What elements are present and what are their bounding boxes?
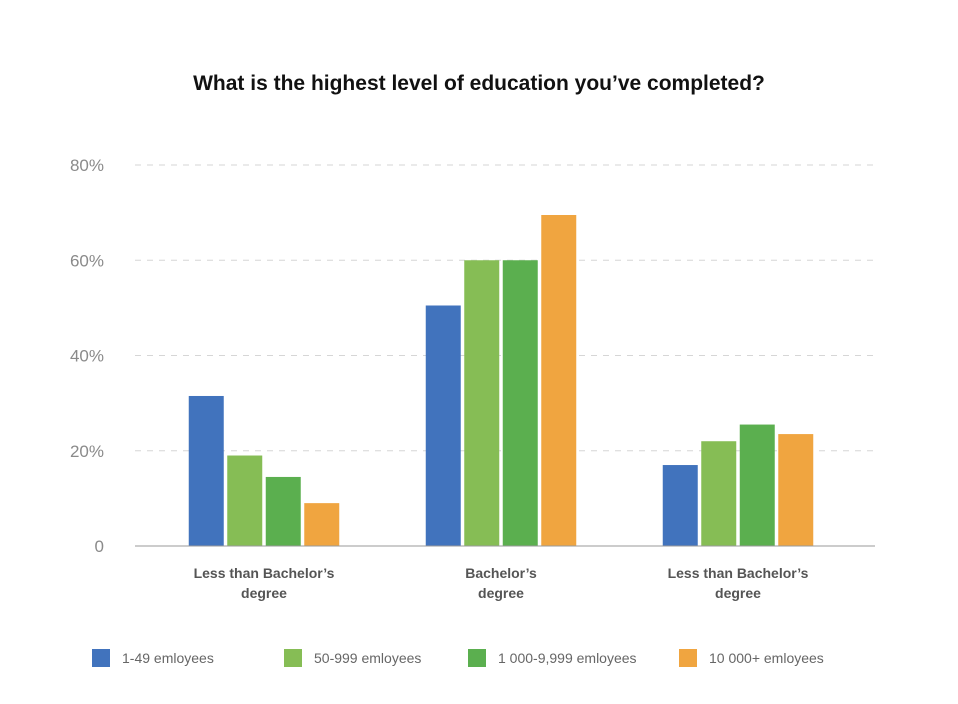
category-label: degree	[241, 585, 287, 601]
category-label: degree	[715, 585, 761, 601]
legend-swatch	[468, 649, 486, 667]
y-axis-ticks: 0 20% 40% 60% 80%	[70, 156, 104, 556]
bars	[188, 215, 814, 546]
bar-3-series-3	[739, 424, 775, 546]
legend-swatch	[284, 649, 302, 667]
category-labels: Less than Bachelor’s degree Bachelor’s degr…	[194, 565, 809, 601]
category-label: degree	[478, 585, 524, 601]
legend-swatch	[92, 649, 110, 667]
category-label: Less than Bachelor’s	[668, 565, 809, 581]
y-tick-label: 80%	[70, 156, 104, 175]
legend-label: 1-49 emloyees	[122, 650, 214, 666]
legend-label: 1 000-9,999 emloyees	[498, 650, 637, 666]
chart-title: What is the highest level of education y…	[193, 72, 765, 95]
y-tick-label: 60%	[70, 251, 104, 270]
bar-3-series-1	[662, 465, 698, 546]
legend-label: 10 000+ emloyees	[709, 650, 824, 666]
bar-1-series-1	[188, 395, 224, 546]
legend-swatch	[679, 649, 697, 667]
bar-1-series-4	[304, 503, 340, 546]
bar-2-series-4	[541, 215, 577, 546]
bar-1-series-3	[265, 476, 301, 546]
bar-2-series-3	[502, 260, 538, 546]
category-label: Bachelor’s	[465, 565, 537, 581]
y-tick-label: 20%	[70, 442, 104, 461]
bar-3-series-2	[701, 441, 737, 546]
legend: 1-49 emloyees 50-999 emloyees 1 000-9,999 …	[92, 649, 824, 667]
bar-2-series-1	[425, 305, 461, 546]
bar-2-series-2	[464, 260, 500, 546]
y-tick-label: 0	[95, 537, 104, 556]
category-label: Less than Bachelor’s	[194, 565, 335, 581]
legend-label: 50-999 emloyees	[314, 650, 421, 666]
bar-1-series-2	[227, 455, 263, 546]
y-tick-label: 40%	[70, 347, 104, 366]
bar-3-series-4	[778, 434, 814, 546]
